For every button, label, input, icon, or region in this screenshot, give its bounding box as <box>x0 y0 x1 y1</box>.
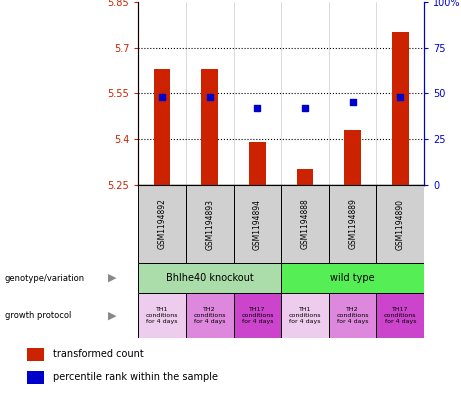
Bar <box>27 371 44 384</box>
Bar <box>377 185 424 263</box>
Text: wild type: wild type <box>331 273 375 283</box>
Bar <box>201 69 218 185</box>
Text: GSM1194888: GSM1194888 <box>301 198 309 250</box>
Bar <box>249 142 266 185</box>
Text: TH2
conditions
for 4 days: TH2 conditions for 4 days <box>194 307 226 324</box>
Text: ▶: ▶ <box>108 310 117 320</box>
Bar <box>138 185 186 263</box>
Bar <box>234 185 281 263</box>
Bar <box>281 185 329 263</box>
Bar <box>234 293 281 338</box>
Bar <box>138 263 281 293</box>
Text: GSM1194889: GSM1194889 <box>348 198 357 250</box>
Text: ▶: ▶ <box>108 273 117 283</box>
Text: GSM1194894: GSM1194894 <box>253 198 262 250</box>
Bar <box>329 293 377 338</box>
Text: percentile rank within the sample: percentile rank within the sample <box>53 372 218 382</box>
Point <box>206 94 213 100</box>
Text: TH17
conditions
for 4 days: TH17 conditions for 4 days <box>241 307 274 324</box>
Point <box>254 105 261 111</box>
Point <box>301 105 309 111</box>
Point <box>349 99 356 106</box>
Text: TH2
conditions
for 4 days: TH2 conditions for 4 days <box>337 307 369 324</box>
Bar <box>138 293 186 338</box>
Text: transformed count: transformed count <box>53 349 143 359</box>
Text: Bhlhe40 knockout: Bhlhe40 knockout <box>166 273 254 283</box>
Text: GSM1194890: GSM1194890 <box>396 198 405 250</box>
Bar <box>281 293 329 338</box>
Bar <box>392 32 408 185</box>
Text: TH17
conditions
for 4 days: TH17 conditions for 4 days <box>384 307 417 324</box>
Bar <box>186 185 234 263</box>
Bar <box>186 293 234 338</box>
Point <box>159 94 166 100</box>
Bar <box>27 348 44 361</box>
Point <box>396 94 404 100</box>
Bar <box>297 169 313 185</box>
Bar <box>329 185 377 263</box>
Text: TH1
conditions
for 4 days: TH1 conditions for 4 days <box>289 307 321 324</box>
Bar <box>344 130 361 185</box>
Bar <box>377 293 424 338</box>
Text: genotype/variation: genotype/variation <box>5 274 85 283</box>
Bar <box>281 263 424 293</box>
Bar <box>154 69 171 185</box>
Text: growth protocol: growth protocol <box>5 311 71 320</box>
Text: GSM1194893: GSM1194893 <box>205 198 214 250</box>
Text: GSM1194892: GSM1194892 <box>158 198 166 250</box>
Text: TH1
conditions
for 4 days: TH1 conditions for 4 days <box>146 307 178 324</box>
